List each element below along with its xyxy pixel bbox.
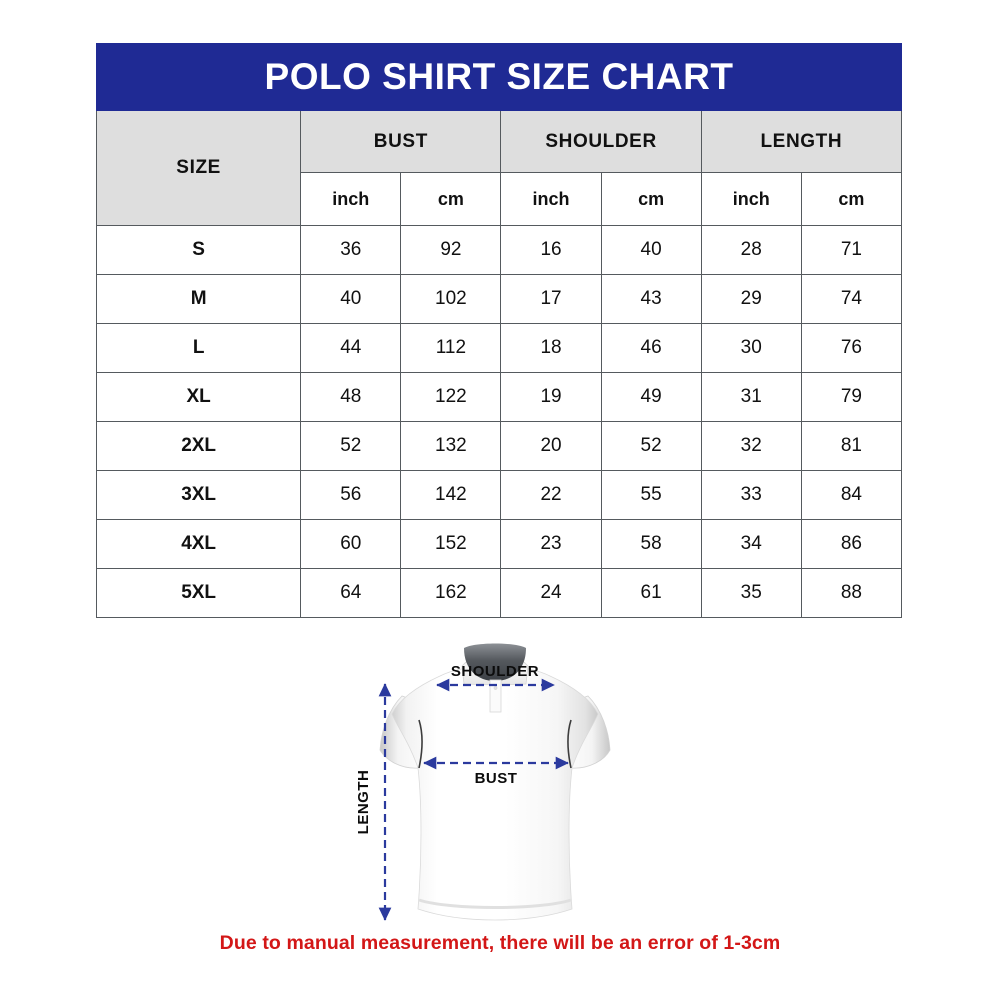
cell-shoulder-cm: 58 xyxy=(600,519,702,569)
cell-size: 3XL xyxy=(95,470,302,520)
cell-length-inch: 32 xyxy=(700,421,802,471)
cell-bust-inch: 40 xyxy=(300,274,402,324)
cell-shoulder-cm: 55 xyxy=(600,470,702,520)
cell-length-cm: 84 xyxy=(800,470,903,520)
cell-shoulder-inch: 22 xyxy=(500,470,602,520)
unit-length-cm: cm xyxy=(800,172,903,226)
cell-bust-inch: 52 xyxy=(300,421,402,471)
cell-shoulder-inch: 23 xyxy=(500,519,602,569)
cell-length-cm: 88 xyxy=(800,568,903,618)
cell-bust-inch: 64 xyxy=(300,568,402,618)
cell-bust-inch: 60 xyxy=(300,519,402,569)
cell-bust-cm: 112 xyxy=(400,323,502,373)
table-row: L 44 112 18 46 30 76 xyxy=(95,323,903,373)
cell-bust-inch: 44 xyxy=(300,323,402,373)
column-header-bust: BUST xyxy=(300,110,502,173)
cell-size: L xyxy=(95,323,302,373)
cell-size: M xyxy=(95,274,302,324)
shirt-hem xyxy=(418,898,572,909)
cell-size: 4XL xyxy=(95,519,302,569)
cell-length-cm: 74 xyxy=(800,274,903,324)
shirt-left-seam xyxy=(418,719,423,769)
chart-title-cell: POLO SHIRT SIZE CHART xyxy=(96,43,902,111)
unit-bust-cm: cm xyxy=(400,172,502,226)
unit-header-row: inch cm inch cm inch cm xyxy=(97,172,903,226)
table-row: 4XL 60 152 23 58 34 86 xyxy=(95,519,903,569)
cell-shoulder-cm: 46 xyxy=(600,323,702,373)
cell-shoulder-cm: 52 xyxy=(600,421,702,471)
cell-shoulder-inch: 17 xyxy=(500,274,602,324)
cell-shoulder-inch: 20 xyxy=(500,421,602,471)
page-title: POLO SHIRT SIZE CHART xyxy=(264,56,734,97)
size-chart-table: POLO SHIRT SIZE CHART SIZE BUST SHOULDER… xyxy=(95,43,903,618)
cell-bust-cm: 122 xyxy=(400,372,502,422)
cell-bust-cm: 132 xyxy=(400,421,502,471)
cell-length-cm: 86 xyxy=(800,519,903,569)
cell-length-inch: 33 xyxy=(700,470,802,520)
bust-label: BUST xyxy=(475,770,518,787)
cell-bust-cm: 142 xyxy=(400,470,502,520)
table-row: S 36 92 16 40 28 71 xyxy=(95,225,903,275)
cell-length-inch: 29 xyxy=(700,274,802,324)
cell-bust-cm: 152 xyxy=(400,519,502,569)
column-header-shoulder: SHOULDER xyxy=(500,110,702,173)
cell-shoulder-inch: 19 xyxy=(500,372,602,422)
unit-shoulder-inch: inch xyxy=(500,172,602,226)
table-row: 3XL 56 142 22 55 33 84 xyxy=(95,470,903,520)
unit-bust-inch: inch xyxy=(300,172,402,226)
shoulder-label: SHOULDER xyxy=(451,663,539,680)
cell-length-cm: 79 xyxy=(800,372,903,422)
length-label: LENGTH xyxy=(355,770,372,835)
cell-size: XL xyxy=(95,372,302,422)
cell-shoulder-cm: 49 xyxy=(600,372,702,422)
unit-length-inch: inch xyxy=(700,172,802,226)
cell-size: 2XL xyxy=(95,421,302,471)
cell-shoulder-cm: 61 xyxy=(600,568,702,618)
cell-shoulder-inch: 24 xyxy=(500,568,602,618)
cell-shoulder-cm: 43 xyxy=(600,274,702,324)
cell-bust-inch: 36 xyxy=(300,225,402,275)
cell-bust-cm: 92 xyxy=(400,225,502,275)
table-row: XL 48 122 19 49 31 79 xyxy=(95,372,903,422)
table-row: M 40 102 17 43 29 74 xyxy=(95,274,903,324)
table-row: 5XL 64 162 24 61 35 88 xyxy=(95,568,903,618)
cell-length-inch: 28 xyxy=(700,225,802,275)
cell-length-inch: 30 xyxy=(700,323,802,373)
cell-shoulder-inch: 16 xyxy=(500,225,602,275)
cell-length-cm: 76 xyxy=(800,323,903,373)
cell-shoulder-cm: 40 xyxy=(600,225,702,275)
chart-title-row: POLO SHIRT SIZE CHART xyxy=(96,43,902,111)
measurement-note: Due to manual measurement, there will be… xyxy=(219,932,781,954)
cell-length-cm: 71 xyxy=(800,225,903,275)
table-row: 2XL 52 132 20 52 32 81 xyxy=(95,421,903,471)
cell-length-inch: 34 xyxy=(700,519,802,569)
cell-size: S xyxy=(95,225,302,275)
cell-length-inch: 31 xyxy=(700,372,802,422)
shirt-right-seam xyxy=(567,719,572,769)
cell-bust-cm: 102 xyxy=(400,274,502,324)
shirt-measurement-diagram: SHOULDER BUST LENGTH xyxy=(340,628,670,928)
shirt-collar xyxy=(464,643,526,681)
cell-bust-inch: 56 xyxy=(300,470,402,520)
column-header-length: LENGTH xyxy=(700,110,903,173)
column-header-size: SIZE xyxy=(95,110,302,226)
cell-shoulder-inch: 18 xyxy=(500,323,602,373)
shirt-button xyxy=(493,686,498,690)
group-header-row: SIZE BUST SHOULDER LENGTH xyxy=(95,110,903,226)
cell-length-cm: 81 xyxy=(800,421,903,471)
cell-length-inch: 35 xyxy=(700,568,802,618)
unit-shoulder-cm: cm xyxy=(600,172,702,226)
shirt-body xyxy=(391,665,599,921)
cell-size: 5XL xyxy=(95,568,302,618)
cell-bust-inch: 48 xyxy=(300,372,402,422)
cell-bust-cm: 162 xyxy=(400,568,502,618)
